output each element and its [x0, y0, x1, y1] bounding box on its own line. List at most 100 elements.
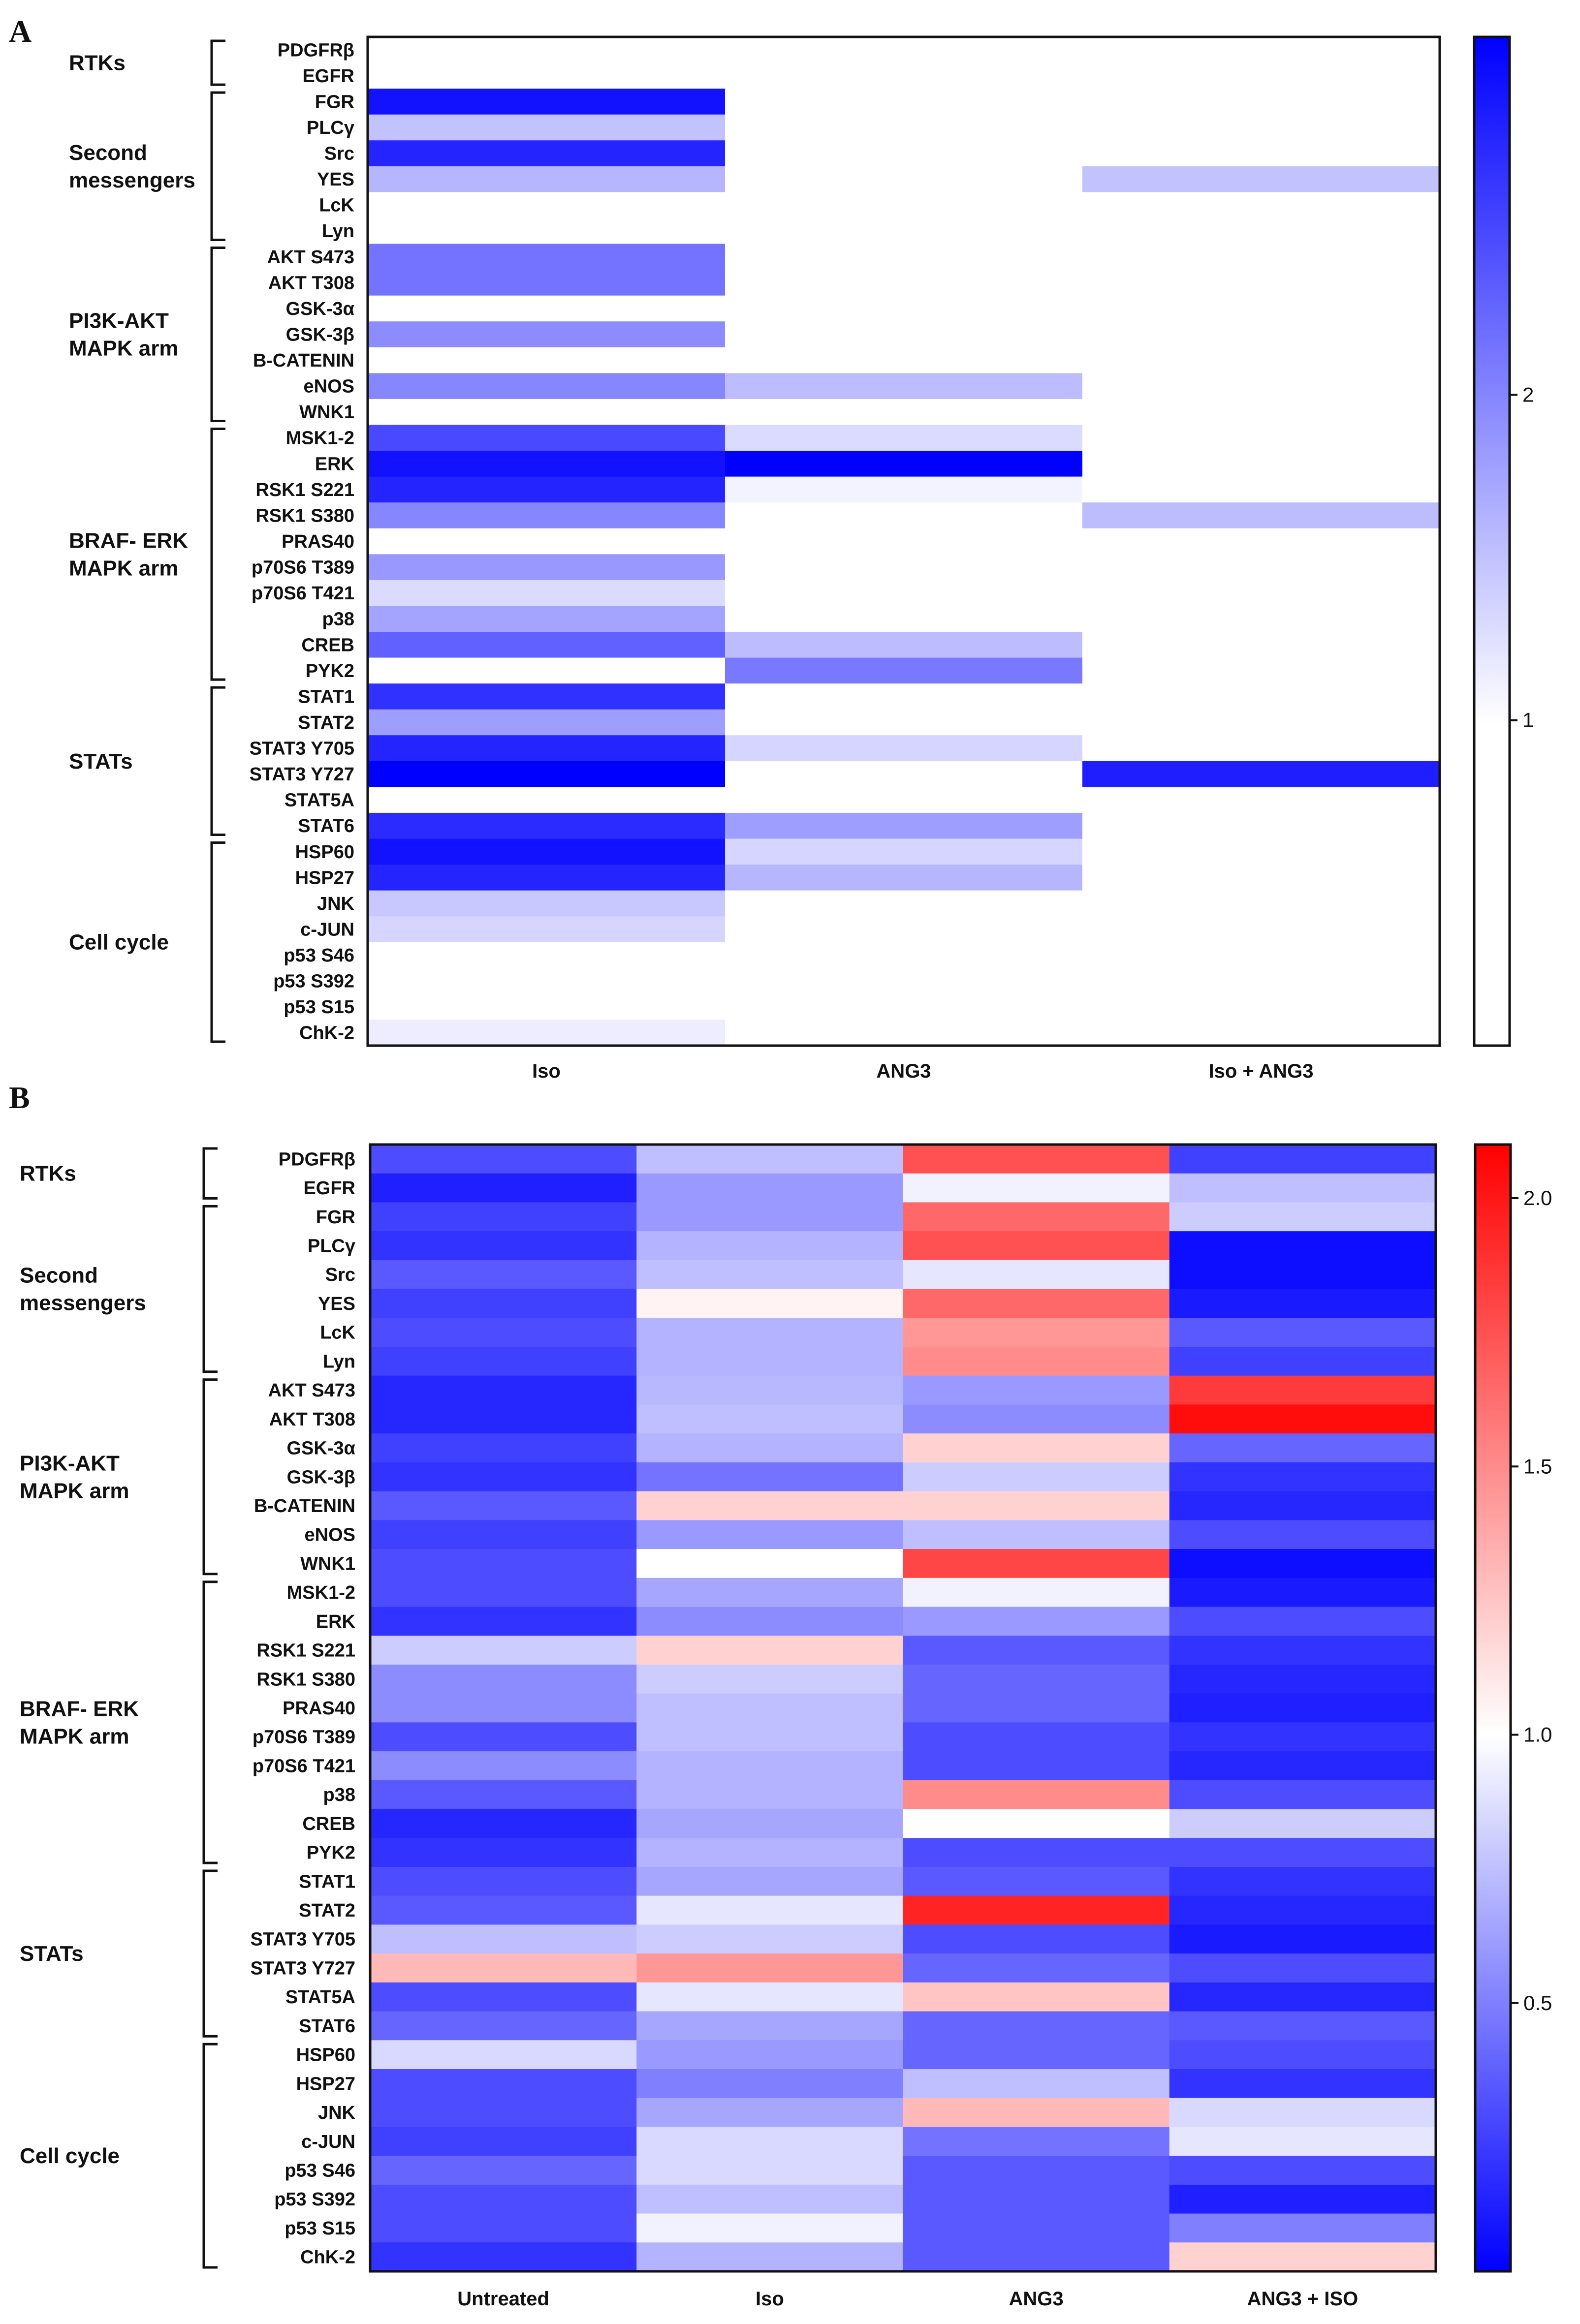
heatmap-cell-b-r17-c0 — [370, 1636, 637, 1665]
row-label-a-4: Src — [324, 144, 354, 164]
heatmap-cell-b-r29-c0 — [370, 1982, 637, 2012]
heatmap-cell-b-r13-c2 — [903, 1520, 1170, 1549]
heatmap-cell-b-r31-c0 — [370, 2040, 637, 2070]
column-label-a-2: Iso + ANG3 — [1208, 1060, 1313, 1082]
heatmap-cell-a-r7-c0 — [368, 217, 726, 245]
heatmap-cell-b-r0-c2 — [903, 1145, 1170, 1174]
heatmap-cell-a-r7-c1 — [725, 217, 1083, 245]
heatmap-cell-b-r38-c3 — [1169, 2242, 1436, 2272]
colorbar-tick-label-b-1: 1.0 — [1523, 1723, 1552, 1746]
heatmap-cell-a-r26-c0 — [368, 709, 726, 736]
heatmap-cell-a-r13-c2 — [1082, 373, 1440, 400]
heatmap-cell-b-r29-c1 — [636, 1982, 904, 2012]
heatmap-cell-b-r2-c2 — [903, 1202, 1170, 1232]
heatmap-cell-a-r1-c2 — [1082, 62, 1440, 89]
heatmap-cell-a-r37-c0 — [368, 993, 726, 1021]
row-label-a-10: GSK-3α — [286, 299, 355, 319]
heatmap-cell-a-r35-c1 — [725, 942, 1083, 968]
heatmap-cell-a-r29-c1 — [725, 787, 1083, 813]
heatmap-cell-b-r38-c0 — [370, 2242, 637, 2272]
heatmap-cell-b-r26-c3 — [1169, 1895, 1436, 1925]
heatmap-cell-a-r27-c2 — [1082, 735, 1440, 762]
row-label-b-38: ChK-2 — [300, 2247, 355, 2268]
heatmap-cell-b-r32-c3 — [1169, 2069, 1436, 2099]
heatmap-cell-b-r9-c0 — [370, 1404, 637, 1434]
row-label-b-32: HSP27 — [296, 2074, 355, 2094]
heatmap-cell-a-r22-c0 — [368, 606, 726, 632]
heatmap-cell-b-r25-c3 — [1169, 1866, 1436, 1896]
heatmap-cell-a-r28-c0 — [368, 761, 726, 787]
heatmap-cell-a-r17-c2 — [1082, 476, 1440, 503]
row-label-a-15: MSK1-2 — [286, 428, 354, 449]
row-label-b-16: ERK — [316, 1611, 356, 1632]
heatmap-cell-b-r14-c3 — [1169, 1549, 1436, 1579]
heatmap-cell-b-r31-c1 — [636, 2040, 904, 2070]
heatmap-cell-b-r11-c0 — [370, 1462, 637, 1492]
heatmap-cell-a-r35-c0 — [368, 942, 726, 968]
heatmap-cell-a-r11-c1 — [725, 321, 1083, 348]
heatmap-cell-a-r31-c0 — [368, 838, 726, 865]
heatmap-cell-a-r6-c0 — [368, 192, 726, 218]
row-label-b-30: STAT6 — [299, 2016, 355, 2037]
heatmap-cell-b-r33-c0 — [370, 2098, 637, 2128]
row-label-b-18: RSK1 S380 — [256, 1669, 355, 1690]
heatmap-cell-b-r30-c1 — [636, 2011, 904, 2041]
heatmap-cell-b-r17-c2 — [903, 1636, 1170, 1665]
group-bracket-b-0 — [202, 1147, 218, 1200]
heatmap-cell-b-r5-c1 — [636, 1289, 904, 1318]
row-label-b-28: STAT3 Y727 — [251, 1958, 355, 1979]
heatmap-cell-b-r37-c1 — [636, 2213, 904, 2243]
heatmap-cell-b-r29-c3 — [1169, 1982, 1436, 2012]
heatmap-cell-b-r37-c3 — [1169, 2213, 1436, 2243]
heatmap-cell-a-r34-c0 — [368, 916, 726, 943]
heatmap-cell-b-r10-c3 — [1169, 1433, 1436, 1463]
row-label-b-20: p70S6 T389 — [253, 1727, 355, 1748]
heatmap-cell-b-r14-c1 — [636, 1549, 904, 1579]
heatmap-cell-a-r32-c1 — [725, 865, 1083, 891]
group-label-b-2-1: MAPK arm — [20, 1479, 129, 1503]
group-label-a-2-1: MAPK arm — [69, 337, 179, 361]
row-label-b-26: STAT2 — [299, 1900, 355, 1921]
row-label-a-9: AKT T308 — [268, 273, 354, 293]
heatmap-cell-a-r31-c1 — [725, 838, 1083, 865]
heatmap-cell-b-r20-c3 — [1169, 1722, 1436, 1752]
group-label-b-0-0: RTKs — [20, 1162, 76, 1186]
heatmap-cell-a-r12-c2 — [1082, 347, 1440, 373]
heatmap-cell-b-r32-c1 — [636, 2069, 904, 2099]
heatmap-cell-b-r25-c2 — [903, 1866, 1170, 1896]
heatmap-cell-b-r9-c2 — [903, 1404, 1170, 1434]
row-label-a-36: p53 S392 — [273, 971, 354, 992]
row-label-b-8: AKT S473 — [268, 1380, 355, 1401]
heatmap-cell-b-r6-c2 — [903, 1318, 1170, 1347]
heatmap-cell-a-r24-c1 — [725, 657, 1083, 684]
heatmap-cell-b-r11-c2 — [903, 1462, 1170, 1492]
group-label-a-5-0: Cell cycle — [69, 930, 169, 955]
heatmap-cell-a-r13-c1 — [725, 373, 1083, 400]
heatmap-cell-b-r16-c3 — [1169, 1607, 1436, 1636]
heatmap-cell-b-r31-c2 — [903, 2040, 1170, 2070]
row-label-a-13: eNOS — [304, 376, 354, 397]
heatmap-cell-b-r2-c3 — [1169, 1202, 1436, 1232]
heatmap-cell-a-r14-c2 — [1082, 399, 1440, 426]
heatmap-cell-b-r13-c0 — [370, 1520, 637, 1549]
heatmap-cell-b-r34-c3 — [1169, 2127, 1436, 2156]
heatmap-cell-a-r37-c2 — [1082, 993, 1440, 1021]
heatmap-cell-b-r27-c1 — [636, 1924, 904, 1954]
row-label-a-34: c-JUN — [300, 920, 354, 940]
heatmap-cell-b-r19-c3 — [1169, 1693, 1436, 1723]
heatmap-cell-b-r29-c2 — [903, 1982, 1170, 2012]
heatmap-cell-a-r27-c1 — [725, 735, 1083, 762]
heatmap-cell-b-r24-c3 — [1169, 1838, 1436, 1867]
group-label-b-1-0: Second — [20, 1264, 98, 1288]
heatmap-cell-a-r32-c2 — [1082, 865, 1440, 891]
row-label-a-11: GSK-3β — [286, 325, 354, 345]
heatmap-cell-b-r37-c0 — [370, 2213, 637, 2243]
heatmap-cell-b-r19-c0 — [370, 1693, 637, 1723]
heatmap-cell-a-r27-c0 — [368, 735, 726, 762]
heatmap-cell-a-r19-c1 — [725, 528, 1083, 555]
heatmap-cell-a-r34-c1 — [725, 916, 1083, 943]
heatmap-cell-a-r17-c1 — [725, 476, 1083, 503]
row-label-a-12: B-CATENIN — [253, 350, 354, 371]
heatmap-frame-b — [369, 1143, 1437, 2273]
heatmap-cell-a-r28-c1 — [725, 761, 1083, 787]
